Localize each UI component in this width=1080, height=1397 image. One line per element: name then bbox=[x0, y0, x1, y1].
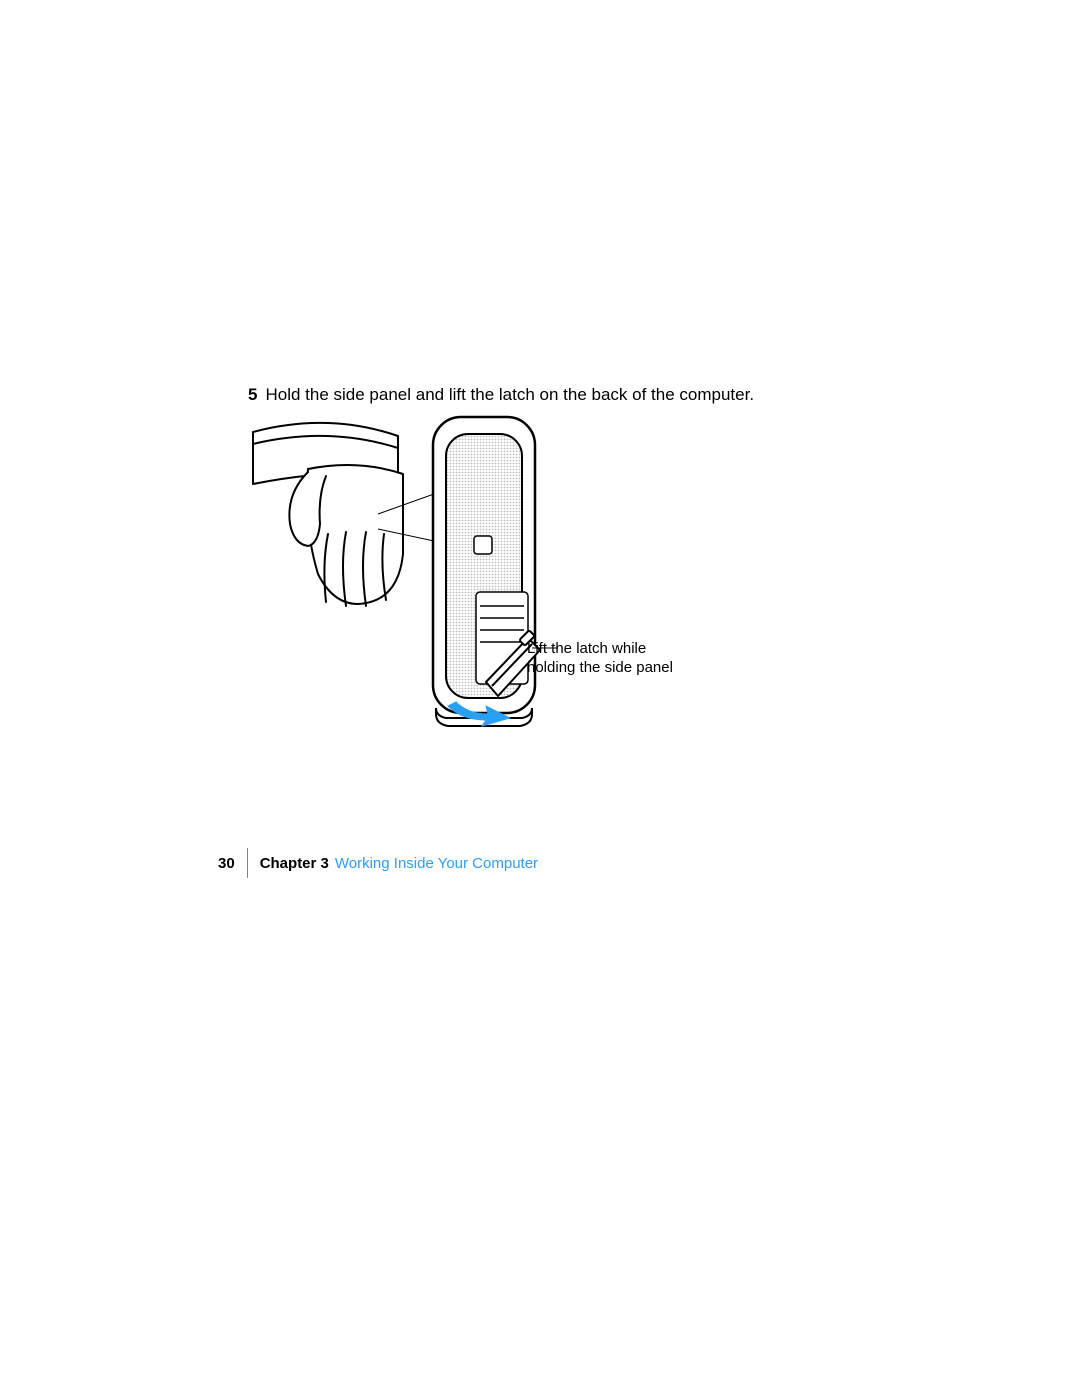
page-footer: 30 Chapter 3 Working Inside Your Compute… bbox=[218, 848, 538, 878]
step-instruction: 5 Hold the side panel and lift the latch … bbox=[248, 384, 754, 406]
callout-line-1: Lift the latch while bbox=[527, 640, 646, 657]
chapter-label: Chapter 3 bbox=[260, 855, 329, 872]
callout-line-2: holding the side panel bbox=[527, 659, 673, 676]
page-number: 30 bbox=[218, 855, 235, 872]
chapter-title: Working Inside Your Computer bbox=[335, 855, 538, 872]
footer-divider bbox=[247, 848, 248, 878]
diagram-callout: Lift the latch while holding the side pa… bbox=[527, 640, 673, 678]
hand-illustration bbox=[253, 423, 403, 606]
step-number: 5 bbox=[248, 385, 257, 404]
step-text: Hold the side panel and lift the latch o… bbox=[265, 385, 754, 404]
latch-diagram bbox=[248, 414, 848, 734]
